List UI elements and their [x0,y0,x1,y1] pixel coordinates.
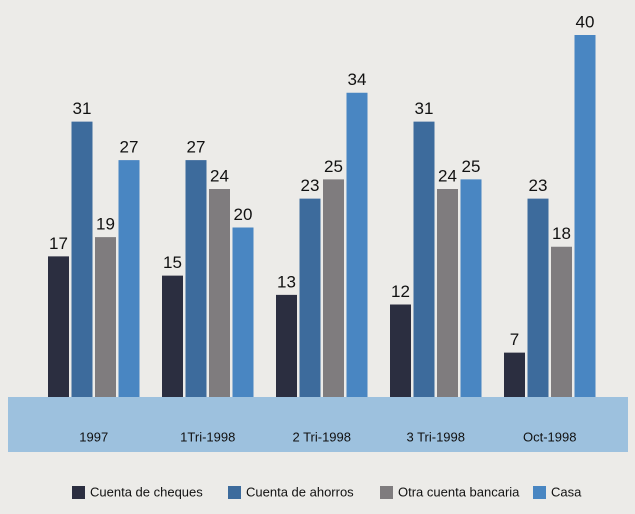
value-label: 24 [438,166,457,185]
value-label: 17 [49,234,68,253]
bar [276,294,297,420]
bar [551,246,572,420]
bar [118,160,140,420]
bar [232,227,254,420]
bar [48,256,69,420]
labels: 1997 1Tri-1998 2 Tri-1998 3 Tri-1998 Oct-199… [72,429,582,499]
value-label: 31 [415,99,434,118]
bar [460,179,482,420]
x-tick-label: 1Tri-1998 [180,429,235,444]
x-tick-label: Oct-1998 [523,429,576,444]
legend-swatch [533,486,546,499]
value-label: 25 [462,157,481,176]
x-tick-label: 2 Tri-1998 [292,429,351,444]
value-label: 34 [348,70,367,89]
bar [437,189,458,420]
bar [71,121,93,420]
value-label: 20 [234,205,253,224]
value-label: 23 [301,176,320,195]
legend-swatch [228,486,241,499]
category-band [8,397,628,452]
value-label: 12 [391,282,410,301]
bar [162,275,183,420]
legend-label: Casa [551,484,582,499]
bar [185,160,207,420]
bar [323,179,344,420]
bar [346,92,368,420]
plot-area: 17 15 13 12 7 31 27 23 31 23 19 24 25 24 18 27 20 34 25 40 [48,12,596,420]
bar [574,35,596,420]
value-label: 27 [120,138,139,157]
value-label: 19 [96,215,115,234]
bar [413,121,435,420]
value-label: 23 [529,176,548,195]
value-label: 18 [552,224,571,243]
value-label: 25 [324,157,343,176]
x-tick-label: 1997 [79,429,108,444]
value-label: 24 [210,166,229,185]
legend-swatch [380,486,393,499]
legend-label: Cuenta de ahorros [246,484,354,499]
legend-swatch [72,486,85,499]
legend-label: Otra cuenta bancaria [398,484,520,499]
legend-label: Cuenta de cheques [90,484,203,499]
value-label: 40 [576,12,595,31]
value-label: 31 [73,99,92,118]
bar [209,189,230,420]
bar [390,304,411,420]
value-label: 15 [163,253,182,272]
value-label: 7 [510,330,519,349]
value-label: 27 [187,138,206,157]
bar [95,237,116,420]
x-tick-label: 3 Tri-1998 [406,429,465,444]
value-label: 13 [277,272,296,291]
bar [527,198,549,420]
bar [299,198,321,420]
